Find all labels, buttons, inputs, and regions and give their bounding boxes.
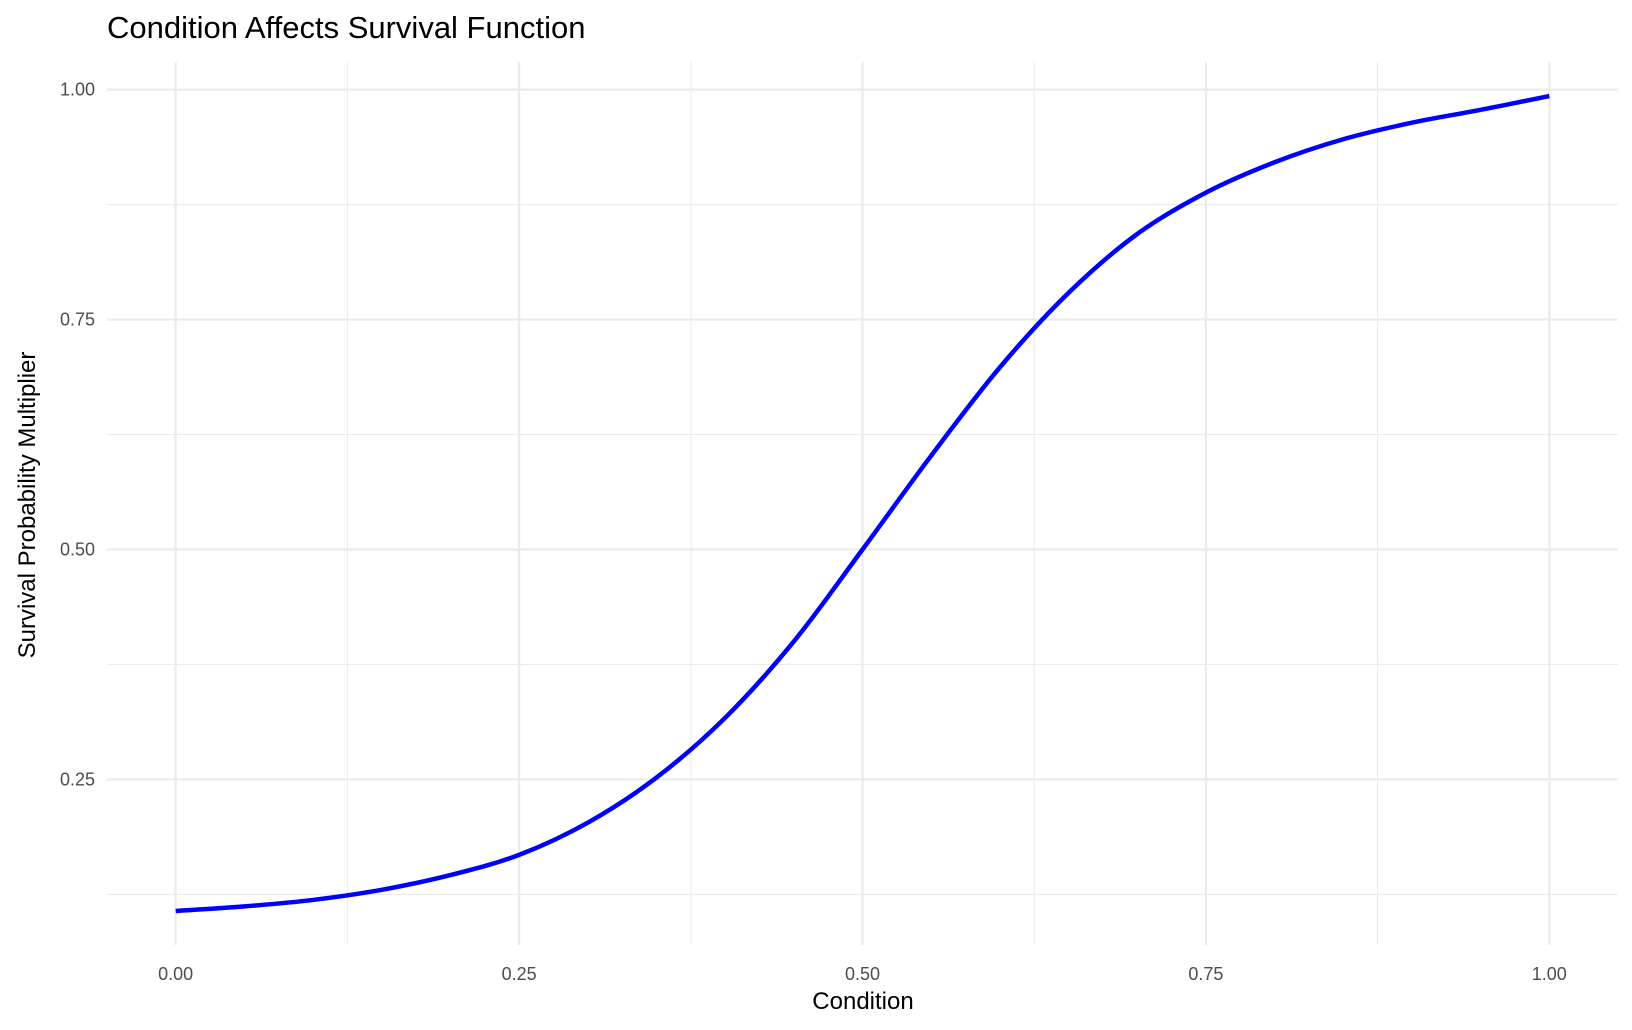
x-tick-label: 0.00 bbox=[158, 964, 193, 984]
data-series bbox=[175, 93, 1550, 914]
x-tick-label: 0.25 bbox=[502, 964, 537, 984]
x-tick-label: 0.75 bbox=[1188, 964, 1223, 984]
x-tick-label: 1.00 bbox=[1532, 964, 1567, 984]
x-axis-title: Condition bbox=[812, 988, 913, 1015]
y-axis-title: Survival Probability Multiplier bbox=[14, 352, 41, 659]
series-line bbox=[175, 93, 1550, 914]
y-tick-label: 0.50 bbox=[60, 539, 95, 559]
chart-title: Condition Affects Survival Function bbox=[107, 10, 585, 45]
x-tick-label: 0.50 bbox=[845, 964, 880, 984]
y-tick-labels: 0.25 0.50 0.75 1.00 bbox=[60, 80, 95, 790]
x-tick-labels: 0.00 0.25 0.50 0.75 1.00 bbox=[158, 964, 1567, 984]
major-gridlines bbox=[107, 62, 1618, 945]
y-tick-label: 1.00 bbox=[60, 80, 95, 100]
y-tick-label: 0.75 bbox=[60, 310, 95, 330]
y-tick-label: 0.25 bbox=[60, 769, 95, 789]
